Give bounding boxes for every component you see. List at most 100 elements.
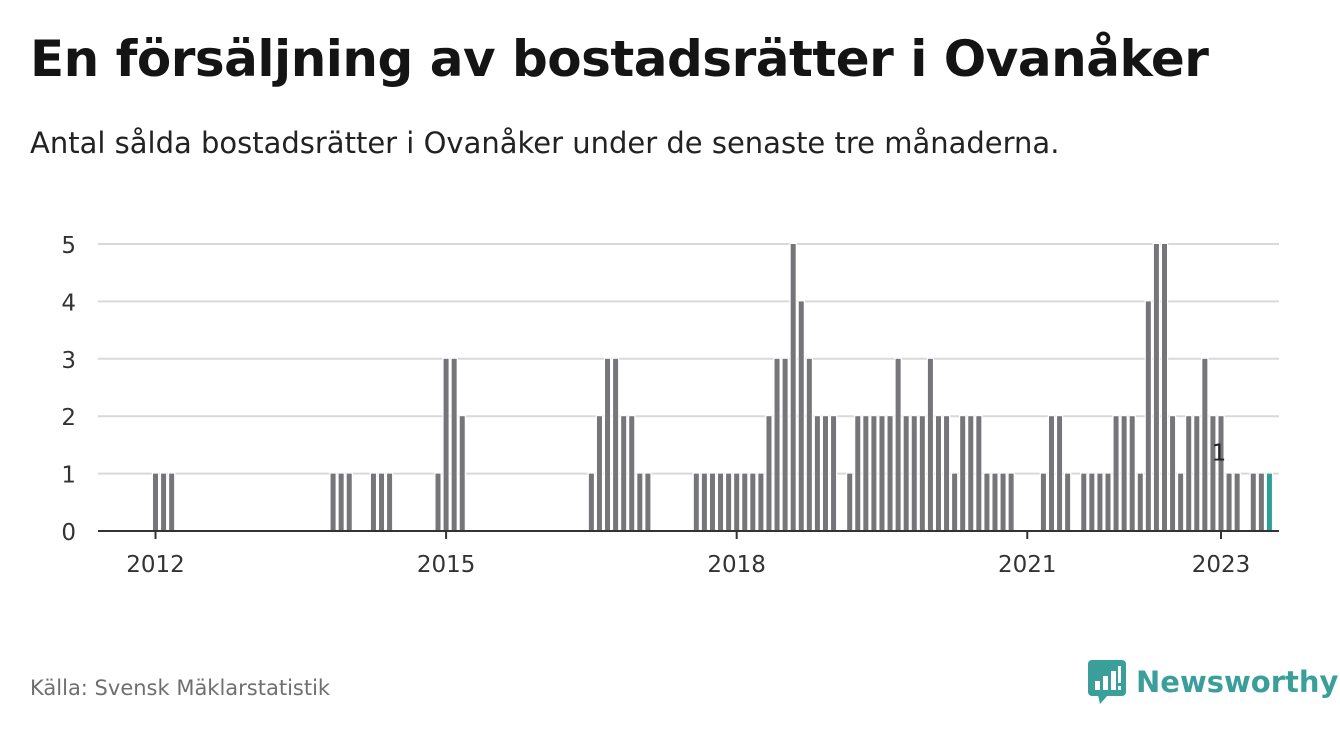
- bar: [370, 473, 376, 531]
- bar: [1089, 473, 1095, 531]
- bar: [766, 416, 772, 531]
- x-tick-label: 2021: [998, 552, 1057, 578]
- bar: [621, 416, 627, 531]
- bar: [1129, 416, 1135, 531]
- y-tick-label: 3: [61, 348, 76, 374]
- bar: [911, 416, 917, 531]
- bar: [1178, 473, 1184, 531]
- bar: [1121, 416, 1127, 531]
- bar: [152, 473, 159, 531]
- page-title: En försäljning av bostadsrätter i Ovanåk…: [30, 30, 1209, 88]
- bar: [1202, 358, 1208, 531]
- bar: [1000, 473, 1006, 531]
- bar: [863, 416, 869, 531]
- bar: [1218, 416, 1224, 531]
- x-tick-label: 2012: [126, 552, 185, 578]
- bar: [984, 473, 990, 531]
- bar: [169, 473, 175, 531]
- bar: [161, 473, 167, 531]
- bar: [346, 473, 352, 531]
- bar: [782, 358, 788, 531]
- bar: [1113, 416, 1119, 531]
- bar: [822, 416, 828, 531]
- bar: [1105, 473, 1111, 531]
- bar: [1057, 416, 1063, 531]
- bar: [935, 416, 941, 531]
- bar: [919, 416, 925, 531]
- bar: [952, 473, 958, 531]
- bar: [1065, 473, 1071, 531]
- bar: [605, 358, 611, 531]
- bar: [451, 358, 457, 531]
- bar: [855, 416, 861, 531]
- bar: [701, 473, 707, 531]
- bar: [693, 473, 699, 531]
- bar: [750, 473, 756, 531]
- bar: [1250, 473, 1256, 531]
- bar: [960, 416, 966, 531]
- bar: [1210, 416, 1216, 531]
- bars: [151, 243, 1274, 531]
- bar: [895, 358, 901, 531]
- bar: [435, 473, 441, 531]
- brand-logo: Newsworthy: [1088, 660, 1338, 704]
- grid-lines: [98, 243, 1279, 475]
- bar: [338, 473, 344, 531]
- y-tick-label: 4: [61, 290, 76, 316]
- bar: [774, 358, 780, 531]
- bar: [709, 473, 715, 531]
- bar: [944, 416, 950, 531]
- bar: [734, 473, 740, 531]
- bar: [1266, 473, 1272, 531]
- axes: [98, 530, 1279, 539]
- bar: [806, 358, 812, 531]
- bar: [1153, 244, 1159, 531]
- bar: [879, 416, 885, 531]
- bar: [629, 416, 635, 531]
- data-label: 1: [1212, 441, 1227, 467]
- bar: [588, 473, 594, 531]
- bar: [1226, 473, 1232, 531]
- bar: [1194, 416, 1200, 531]
- bar: [330, 473, 336, 531]
- source-note: Källa: Svensk Mäklarstatistik: [30, 676, 331, 700]
- bar: [1048, 416, 1054, 531]
- bar: [871, 416, 877, 531]
- x-tick-label: 2015: [417, 552, 476, 578]
- bar: [1170, 416, 1176, 531]
- bar: [903, 416, 909, 531]
- bar: [459, 416, 465, 531]
- bar: [968, 416, 974, 531]
- page-subtitle: Antal sålda bostadsrätter i Ovanåker und…: [30, 126, 1060, 160]
- bar: [758, 473, 764, 531]
- bar: [1258, 473, 1264, 531]
- bar-chart-speech-bubble-icon: [1088, 660, 1126, 704]
- brand-name: Newsworthy: [1136, 665, 1339, 699]
- bar: [443, 358, 449, 531]
- x-tick-label: 2018: [707, 552, 766, 578]
- y-tick-label: 2: [61, 405, 76, 431]
- bar: [726, 473, 732, 531]
- y-tick-label: 5: [61, 233, 76, 259]
- bar: [887, 416, 893, 531]
- bar: [1234, 473, 1240, 531]
- bar: [379, 473, 385, 531]
- y-tick-label: 1: [61, 463, 76, 489]
- bar: [927, 358, 933, 531]
- bar: [596, 416, 602, 531]
- bar: [613, 358, 619, 531]
- bar: [1097, 473, 1103, 531]
- bar: [1081, 473, 1087, 531]
- bar: [1161, 244, 1167, 531]
- bar: [1186, 416, 1192, 531]
- bar: [976, 416, 982, 531]
- bar: [742, 473, 748, 531]
- bar: [790, 244, 796, 531]
- y-tick-label: 0: [61, 520, 76, 546]
- bar: [814, 416, 820, 531]
- bar: [387, 473, 393, 531]
- bar: [1008, 473, 1014, 531]
- bar: [645, 473, 651, 531]
- bar: [1137, 473, 1143, 531]
